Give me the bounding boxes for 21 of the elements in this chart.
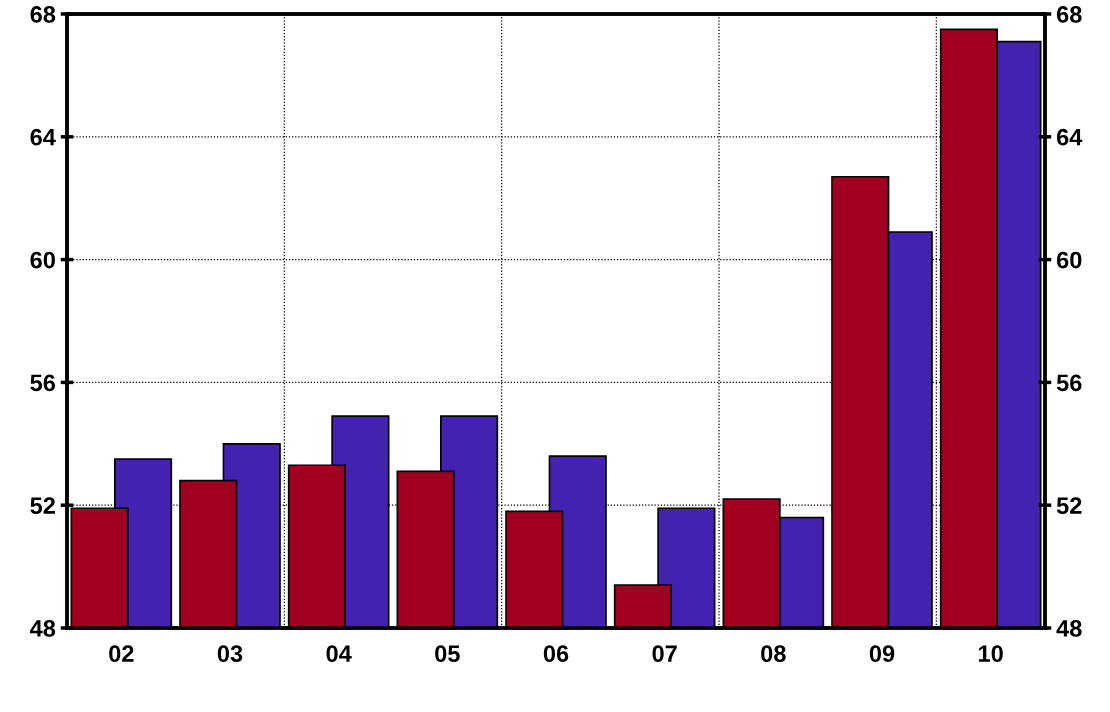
x-tick-label: 10 xyxy=(979,645,1003,663)
y2-tick-label: 60 xyxy=(1056,251,1082,269)
x-tick-label: 09 xyxy=(869,645,895,663)
y2-tick-label: 56 xyxy=(1056,374,1082,392)
y2-tick-label: 48 xyxy=(1056,620,1082,637)
y2-tick-label: 68 xyxy=(1056,6,1082,23)
x-tick-label: 02 xyxy=(109,645,134,663)
y-tick-label: 52 xyxy=(30,497,55,514)
x-tick-label: 07 xyxy=(652,645,677,663)
y-tick-label: 48 xyxy=(29,620,56,637)
y-tick-label: 64 xyxy=(30,128,56,146)
x-tick-label: 06 xyxy=(543,645,569,663)
y2-tick-label: 52 xyxy=(1056,497,1082,514)
y-tick-label: 56 xyxy=(30,374,56,392)
x-tick-label: 03 xyxy=(217,645,243,663)
x-tick-label: 04 xyxy=(326,645,352,663)
y2-tick-label: 64 xyxy=(1056,128,1083,146)
x-tick-label: 08 xyxy=(761,645,786,663)
y-tick-label: 68 xyxy=(30,6,56,23)
y-tick-label: 60 xyxy=(30,251,55,269)
x-tick-label: 05 xyxy=(435,645,460,663)
